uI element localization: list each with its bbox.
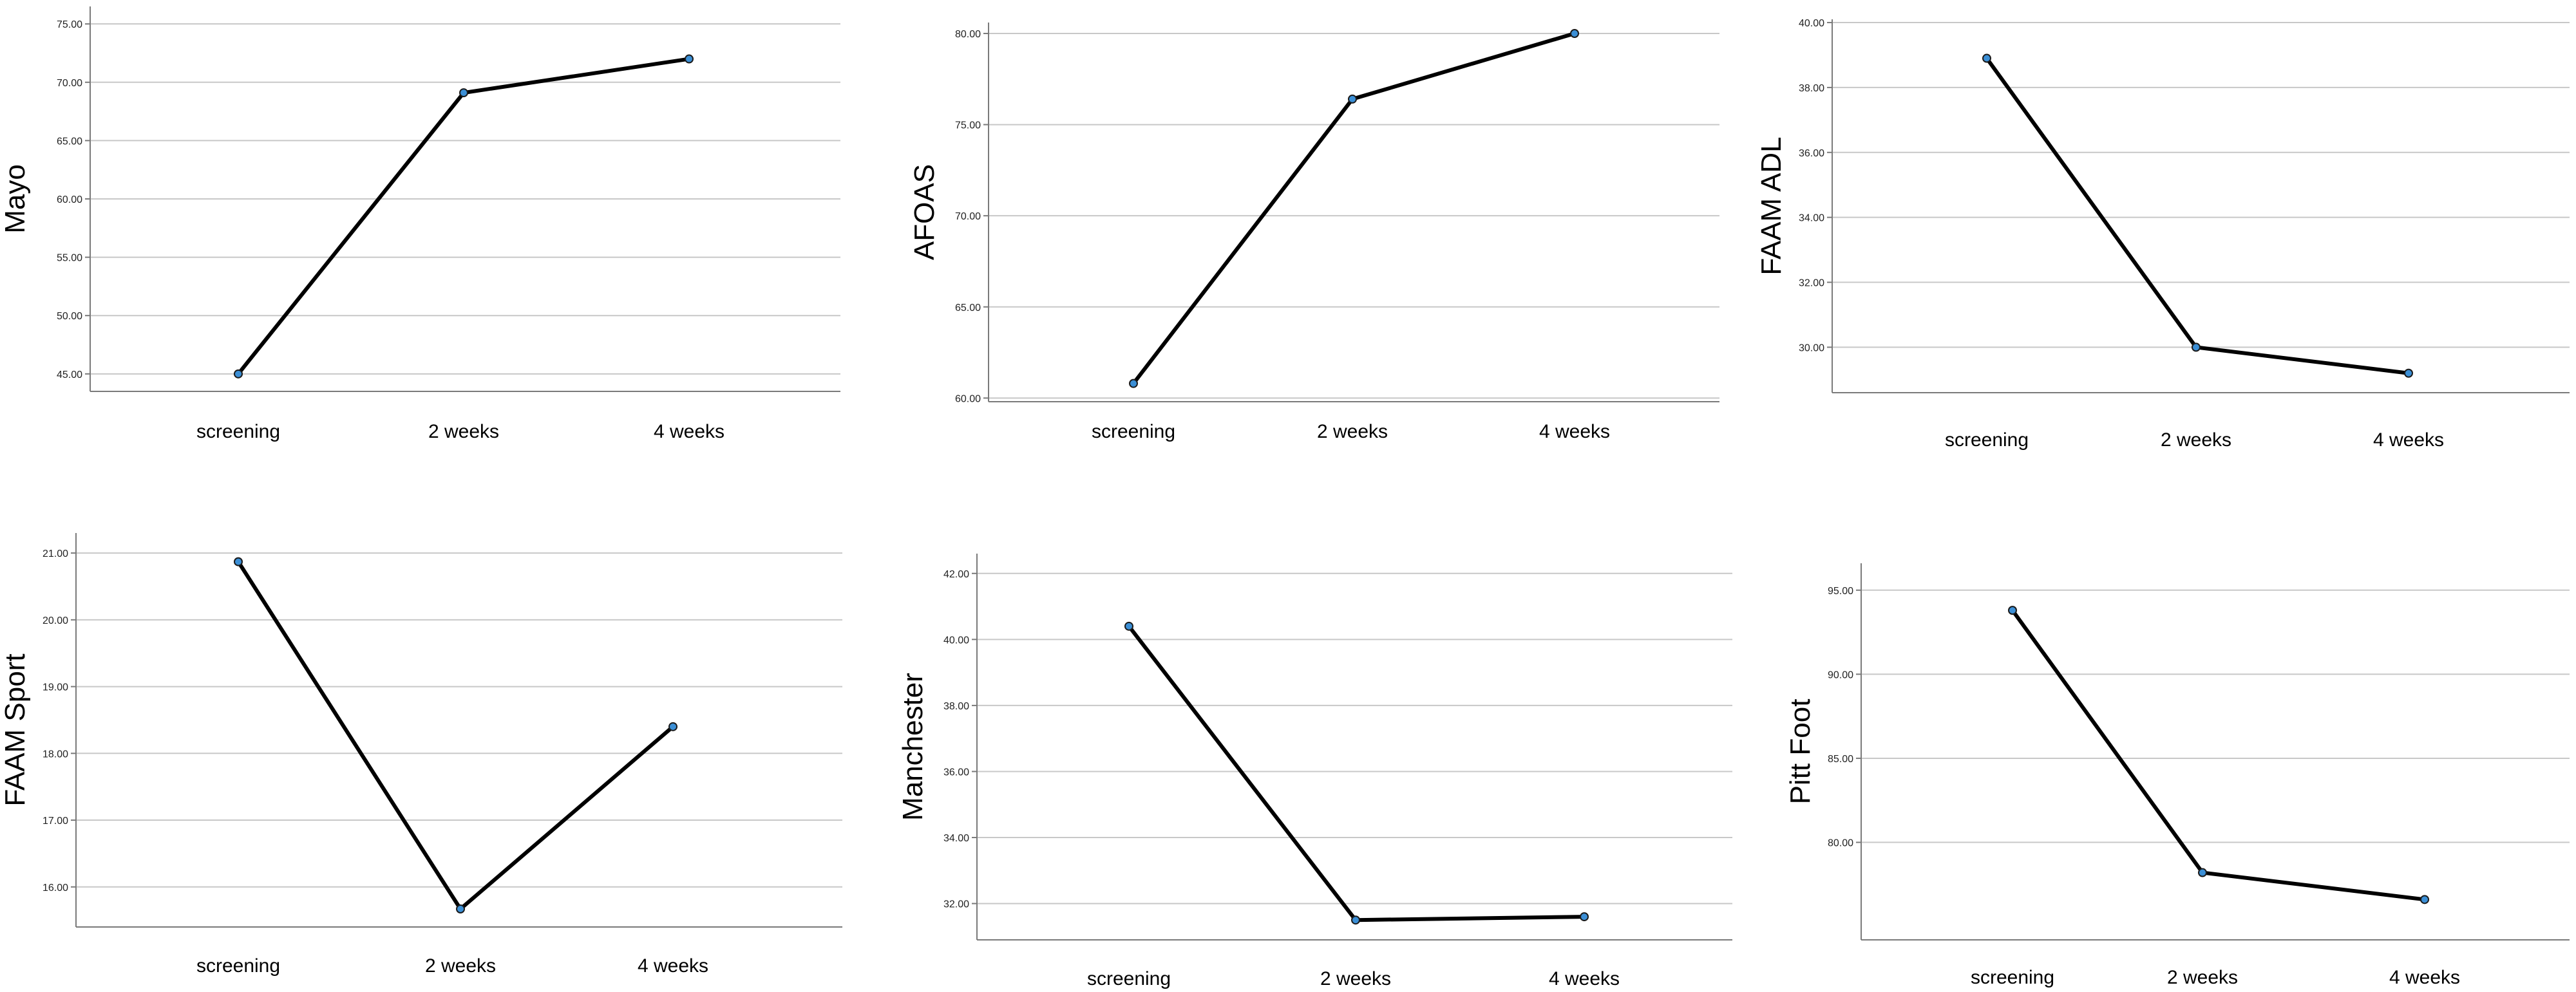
chart-panel-1: 45.00 50.00 55.00 60.00 65.00 70.00 75.00 scree… bbox=[0, 6, 840, 442]
x-category-label: screening bbox=[196, 955, 280, 977]
data-point bbox=[234, 557, 243, 566]
data-point bbox=[1570, 28, 1579, 38]
series-line bbox=[1127, 624, 1585, 922]
y-tick-label: 85.00 bbox=[1828, 754, 1853, 765]
x-category-label: 2 weeks bbox=[1320, 968, 1391, 989]
series-line bbox=[1132, 32, 1575, 385]
y-tick-label: 50.00 bbox=[57, 311, 82, 322]
x-category-label: 2 weeks bbox=[428, 421, 499, 442]
y-tick-label: 34.00 bbox=[1799, 213, 1824, 224]
x-category-label: 2 weeks bbox=[2161, 429, 2231, 451]
data-point bbox=[685, 54, 694, 64]
x-category-label: 2 weeks bbox=[1317, 421, 1388, 442]
data-point bbox=[1348, 94, 1357, 104]
data-point bbox=[2192, 342, 2201, 352]
data-point bbox=[2198, 868, 2207, 877]
y-tick-label: 32.00 bbox=[1799, 278, 1824, 289]
y-tick-label: 42.00 bbox=[943, 569, 969, 580]
y-tick-label: 18.00 bbox=[43, 749, 68, 760]
y-tick-label: 38.00 bbox=[1799, 83, 1824, 94]
y-tick-label: 55.00 bbox=[57, 253, 82, 264]
data-point bbox=[459, 88, 468, 98]
y-tick-label: 40.00 bbox=[943, 635, 969, 646]
y-tick-label: 60.00 bbox=[955, 393, 981, 404]
x-category-label: screening bbox=[1945, 429, 2029, 451]
x-category-label: screening bbox=[1092, 421, 1175, 442]
y-tick-label: 16.00 bbox=[43, 883, 68, 894]
chart-panel-5: 32.00 34.00 36.00 38.00 40.00 42.00 screening 2… bbox=[897, 554, 1732, 989]
series-line bbox=[236, 560, 674, 911]
y-tick-label: 19.00 bbox=[43, 682, 68, 693]
y-axis-title: FAAM ADL bbox=[1756, 136, 1787, 275]
y-tick-label: 90.00 bbox=[1828, 669, 1853, 680]
chart-panel-2: 60.00 65.00 70.00 75.00 80.00 screening 2 week… bbox=[909, 23, 1719, 442]
y-axis-title: Manchester bbox=[897, 673, 929, 821]
y-tick-label: 75.00 bbox=[955, 120, 981, 131]
y-tick-label: 20.00 bbox=[43, 615, 68, 626]
y-tick-label: 65.00 bbox=[955, 303, 981, 314]
x-category-label: screening bbox=[196, 421, 280, 442]
y-tick-label: 95.00 bbox=[1828, 586, 1853, 597]
data-point bbox=[1982, 53, 1991, 63]
y-tick-label: 17.00 bbox=[43, 816, 68, 827]
y-tick-label: 30.00 bbox=[1799, 342, 1824, 353]
y-tick-label: 70.00 bbox=[57, 78, 82, 89]
x-category-label: 4 weeks bbox=[1549, 968, 1620, 989]
y-tick-label: 80.00 bbox=[955, 29, 981, 40]
x-category-label: 2 weeks bbox=[425, 955, 496, 977]
data-point bbox=[1129, 379, 1138, 388]
y-tick-label: 45.00 bbox=[57, 370, 82, 380]
x-category-label: 4 weeks bbox=[1539, 421, 1610, 442]
y-tick-label: 36.00 bbox=[943, 767, 969, 778]
y-tick-label: 36.00 bbox=[1799, 148, 1824, 159]
chart-panel-6: 80.00 85.00 90.00 95.00 screening 2 weeks 4 we… bbox=[1785, 563, 2570, 988]
data-point bbox=[1124, 621, 1133, 631]
x-category-label: 4 weeks bbox=[654, 421, 724, 442]
x-category-label: 4 weeks bbox=[2373, 429, 2444, 451]
y-tick-label: 65.00 bbox=[57, 136, 82, 147]
y-axis-title: FAAM Sport bbox=[0, 653, 31, 806]
data-point bbox=[456, 904, 465, 913]
series-line bbox=[1985, 57, 2409, 375]
data-point bbox=[1351, 915, 1360, 925]
y-axis-title: Mayo bbox=[0, 164, 31, 234]
x-category-label: 2 weeks bbox=[2167, 967, 2238, 988]
data-point bbox=[2008, 606, 2017, 615]
y-tick-label: 75.00 bbox=[57, 19, 82, 30]
data-point bbox=[1580, 912, 1589, 922]
y-tick-label: 34.00 bbox=[943, 833, 969, 844]
data-point bbox=[2420, 895, 2429, 904]
y-tick-label: 40.00 bbox=[1799, 18, 1824, 29]
data-point bbox=[234, 369, 243, 379]
x-category-label: 4 weeks bbox=[638, 955, 708, 977]
y-tick-label: 38.00 bbox=[943, 701, 969, 712]
y-axis-title: Pitt Foot bbox=[1785, 699, 1816, 805]
y-tick-label: 32.00 bbox=[943, 899, 969, 910]
y-axis-title: AFOAS bbox=[909, 164, 940, 260]
x-category-label: screening bbox=[1971, 967, 2054, 988]
chart-panel-3: 30.00 32.00 34.00 36.00 38.00 40.00 screening 2… bbox=[1756, 18, 2570, 451]
x-category-label: screening bbox=[1087, 968, 1171, 989]
x-category-label: 4 weeks bbox=[2389, 967, 2460, 988]
data-point bbox=[668, 722, 677, 731]
series-line bbox=[236, 57, 690, 375]
y-tick-label: 70.00 bbox=[955, 211, 981, 222]
series-line bbox=[2011, 609, 2425, 902]
chart-panel-4: 16.00 17.00 18.00 19.00 20.00 21.00 screening 2… bbox=[0, 533, 842, 977]
data-point bbox=[2404, 368, 2413, 378]
y-tick-label: 80.00 bbox=[1828, 838, 1853, 849]
y-tick-label: 21.00 bbox=[43, 548, 68, 559]
y-tick-label: 60.00 bbox=[57, 194, 82, 205]
